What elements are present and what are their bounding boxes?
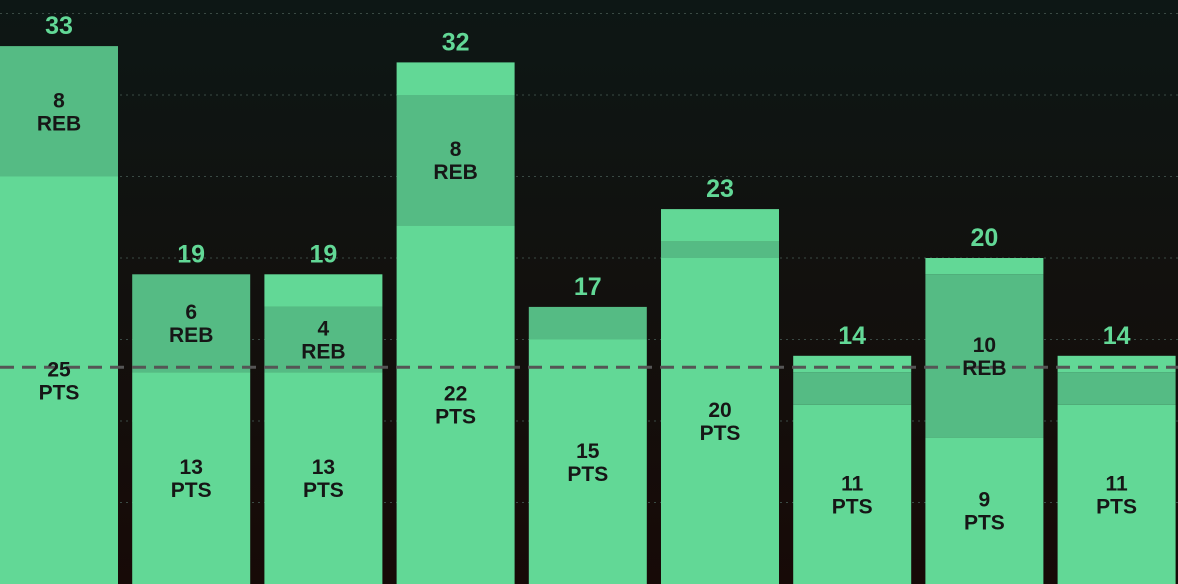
bar-group-1 bbox=[0, 46, 118, 584]
total-label-6: 23 bbox=[706, 175, 734, 203]
bar-segment-pts-1 bbox=[0, 176, 118, 584]
segment-label-pts-1: 25 PTS bbox=[39, 358, 80, 404]
segment-label-reb-1: 8 REB bbox=[37, 89, 81, 135]
segment-label-pts-2: 13 PTS bbox=[171, 456, 212, 502]
bar-segment-pts-9 bbox=[1057, 404, 1176, 584]
segment-label-pts-7: 11 PTS bbox=[832, 472, 873, 518]
segment-label-pts-8: 9 PTS bbox=[964, 489, 1005, 535]
bar-segment-reb-1 bbox=[0, 46, 118, 177]
segment-label-reb-3: 4 REB bbox=[301, 318, 345, 364]
segment-label-pts-4: 22 PTS bbox=[435, 383, 476, 429]
segment-label-reb-4: 8 REB bbox=[433, 138, 477, 184]
total-label-9: 14 bbox=[1103, 322, 1131, 350]
bar-segment-pts-5 bbox=[528, 339, 647, 584]
bar-segment-pts-4 bbox=[396, 225, 515, 584]
bar-group-5 bbox=[528, 306, 647, 584]
bar-segment-reb-7 bbox=[793, 372, 912, 405]
bar-group-8 bbox=[925, 258, 1044, 584]
segment-label-pts-3: 13 PTS bbox=[303, 456, 344, 502]
segment-label-pts-9: 11 PTS bbox=[1096, 472, 1137, 518]
bar-group-7 bbox=[793, 355, 912, 584]
bar-segment-reb-9 bbox=[1057, 372, 1176, 405]
bar-segment-reb-6 bbox=[661, 241, 779, 258]
bar-segment-reb-4 bbox=[396, 95, 515, 226]
total-label-1: 33 bbox=[45, 12, 73, 40]
bar-group-6 bbox=[661, 209, 779, 584]
bar-segment-pts-6 bbox=[661, 258, 779, 584]
bar-segment-other-6 bbox=[661, 209, 779, 242]
bar-group-3 bbox=[264, 274, 383, 584]
bar-segment-other-3 bbox=[264, 274, 383, 307]
bar-segment-pts-7 bbox=[793, 404, 912, 584]
total-label-4: 32 bbox=[442, 28, 470, 56]
bar-segment-reb-5 bbox=[528, 306, 647, 340]
bar-segment-pts-2 bbox=[132, 372, 251, 584]
bar-group-9 bbox=[1057, 355, 1176, 584]
bar-segment-reb-2 bbox=[132, 274, 251, 373]
total-label-3: 19 bbox=[309, 240, 337, 268]
bar-segment-other-7 bbox=[793, 355, 912, 373]
bar-segment-pts-8 bbox=[925, 437, 1044, 584]
bar-segment-other-9 bbox=[1057, 355, 1176, 373]
total-label-8: 20 bbox=[970, 224, 998, 252]
segment-label-reb-2: 6 REB bbox=[169, 301, 213, 347]
total-label-5: 17 bbox=[574, 273, 602, 301]
segment-label-pts-5: 15 PTS bbox=[567, 440, 608, 486]
segment-label-reb-8: 10 REB bbox=[962, 334, 1006, 380]
bar-segment-reb-8 bbox=[925, 274, 1044, 438]
bar-segment-reb-3 bbox=[264, 306, 383, 373]
bar-segment-pts-3 bbox=[264, 372, 383, 584]
total-label-2: 19 bbox=[177, 240, 205, 268]
total-label-7: 14 bbox=[838, 322, 866, 350]
bar-group-4 bbox=[396, 62, 515, 584]
bar-segment-other-4 bbox=[396, 62, 515, 95]
bars bbox=[0, 46, 1176, 584]
labels: 25 PTS 8 REB 33 13 PTS 6 REB 19 13 PTS 4 REB 19 22 PTS 8 R… bbox=[37, 12, 1137, 535]
bar-segment-other-8 bbox=[925, 258, 1044, 275]
bar-group-2 bbox=[132, 274, 251, 584]
segment-label-pts-6: 20 PTS bbox=[700, 399, 741, 445]
